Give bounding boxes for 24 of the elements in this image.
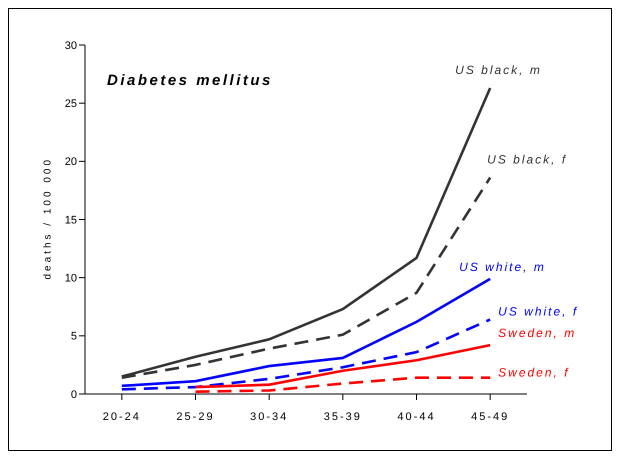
line-series [194,376,492,393]
y-tick-label: 30 [64,40,77,52]
series-label: Sweden, f [498,366,570,380]
series-label: US white, m [459,260,546,274]
series-label: US white, f [498,304,578,319]
y-tick-label: 25 [64,98,77,110]
x-tick-label: 45-49 [471,410,510,423]
line-series [120,278,492,388]
x-tick-label: 40-44 [397,410,436,423]
y-tick-label: 10 [64,272,77,285]
y-axis-title: deaths / 100 000 [42,156,54,280]
y-tick-label: 20 [64,156,77,168]
y-tick-label: 5 [70,330,77,343]
series-label: US black, m [455,63,542,78]
series-label: US black, f [487,152,568,167]
y-tick-label: 0 [70,388,77,401]
line-series [194,344,492,388]
y-tick-label: 15 [64,214,77,226]
x-tick-label: 35-39 [324,410,362,423]
series-label: Sweden, m [498,326,576,340]
text: Diabetes mellitus [107,72,273,89]
x-tick-label: 25-29 [176,410,215,423]
x-tick-label: 20-24 [102,410,141,423]
x-tick-label: 30-34 [250,410,288,423]
